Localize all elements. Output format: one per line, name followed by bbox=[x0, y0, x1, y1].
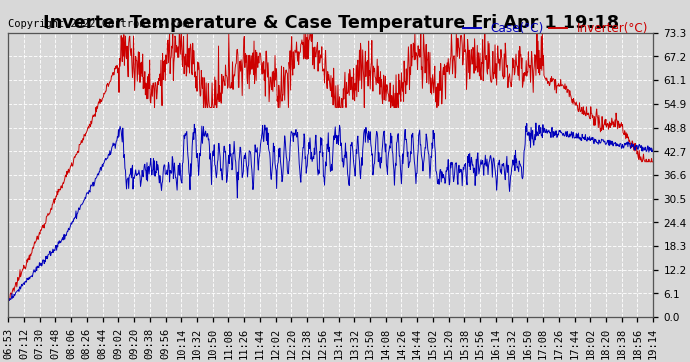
Text: Copyright 2022 Cartronics.com: Copyright 2022 Cartronics.com bbox=[8, 18, 190, 29]
Title: Inverter Temperature & Case Temperature Fri Apr 1 19:18: Inverter Temperature & Case Temperature … bbox=[43, 14, 619, 32]
Legend: Case(°C), Inverter(°C): Case(°C), Inverter(°C) bbox=[458, 17, 653, 40]
